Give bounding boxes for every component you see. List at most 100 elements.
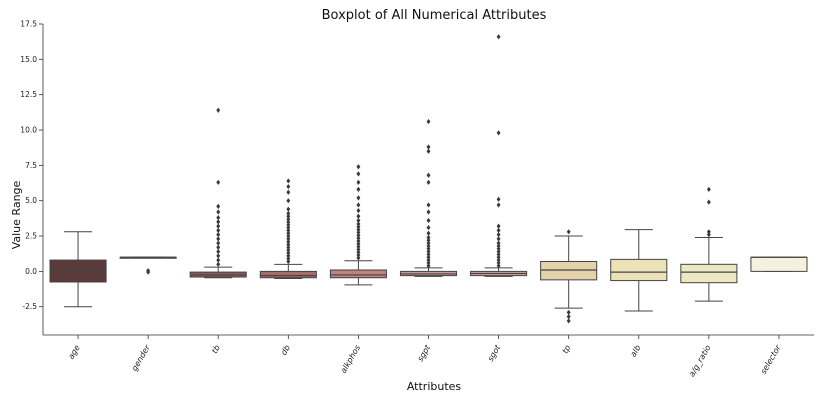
outlier-point	[426, 144, 431, 150]
outlier-point	[426, 234, 431, 241]
outlier-point	[356, 249, 361, 255]
outlier-point	[216, 179, 221, 185]
outlier-point	[426, 202, 431, 208]
outlier-point	[496, 246, 501, 252]
x-tick-label: alb	[629, 344, 643, 359]
outlier-point	[496, 240, 501, 246]
outlier-point	[356, 227, 361, 233]
box-selector	[750, 256, 808, 272]
outlier-point	[356, 235, 361, 241]
outlier-point	[496, 223, 501, 229]
outlier-point	[286, 258, 291, 265]
outlier-point	[286, 224, 291, 231]
outlier-point	[216, 227, 221, 233]
outlier-point	[216, 107, 221, 113]
outlier-point	[496, 254, 501, 260]
outlier-point	[356, 232, 361, 238]
x-tick-label: selector	[759, 343, 783, 376]
outlier-point	[426, 240, 431, 246]
outlier-point	[286, 178, 291, 184]
outlier-point	[426, 148, 431, 154]
outlier-point	[146, 268, 151, 274]
outlier-point	[356, 208, 361, 214]
outlier-point	[356, 164, 361, 170]
outlier-point	[356, 255, 361, 261]
outlier-point	[216, 223, 221, 229]
outlier-point	[356, 252, 361, 258]
outlier-point	[496, 260, 501, 266]
outlier-point	[356, 221, 361, 227]
outlier-point	[216, 203, 221, 209]
outlier-point	[706, 232, 711, 238]
x-axis-label: Attributes	[407, 380, 462, 393]
outlier-point	[496, 248, 501, 255]
outlier-point	[216, 215, 221, 221]
outlier-point	[286, 230, 291, 236]
outlier-point	[566, 229, 571, 235]
outlier-point	[216, 236, 221, 242]
outlier-point	[356, 179, 361, 185]
x-tick-label: age	[67, 343, 82, 360]
outlier-point	[426, 224, 431, 231]
box-alb	[610, 258, 668, 282]
outlier-point	[216, 253, 221, 259]
outlier-point	[286, 222, 291, 228]
outlier-point	[426, 237, 431, 243]
x-tick-label: alkphos	[339, 344, 362, 375]
box-db	[259, 270, 317, 279]
outlier-point	[496, 251, 501, 258]
outlier-point	[216, 232, 221, 238]
outlier-point	[496, 257, 501, 263]
outlier-point	[426, 243, 431, 249]
outlier-point	[496, 232, 501, 238]
outlier-point	[356, 238, 361, 244]
outlier-point	[216, 244, 221, 250]
outlier-point	[286, 213, 291, 219]
outlier-point	[286, 216, 291, 222]
outlier-point	[496, 34, 501, 40]
outlier-point	[426, 217, 431, 224]
outlier-point	[286, 183, 291, 190]
y-axis-label: Value Range	[10, 180, 23, 249]
outlier-point	[426, 257, 431, 263]
y-tick-label: 5.0	[25, 196, 37, 205]
outlier-point	[286, 236, 291, 242]
y-tick-label: 0.0	[25, 267, 37, 276]
outlier-point	[426, 172, 431, 178]
y-tick-label: 2.5	[25, 232, 37, 241]
outlier-point	[496, 236, 501, 242]
outlier-point	[286, 210, 291, 217]
outlier-point	[216, 209, 221, 215]
outlier-point	[426, 246, 431, 252]
box-a-g-ratio	[680, 263, 738, 284]
box-alkphos	[329, 269, 387, 279]
outlier-point	[286, 247, 291, 253]
outlier-point	[566, 314, 571, 320]
plot-area: -2.5 0.0 2.5 5.0 7.5 10.0 12.5 15.0 17.5 age gende…	[20, 20, 814, 378]
x-tick-label: tp	[561, 344, 573, 356]
x-tick-label: tb	[210, 344, 222, 356]
outlier-point	[356, 186, 361, 192]
outlier-point	[286, 189, 291, 195]
outlier-point	[286, 241, 291, 248]
outlier-point	[356, 195, 361, 201]
outlier-point	[286, 239, 291, 245]
outlier-point	[426, 209, 431, 215]
box-tp	[540, 260, 598, 281]
outlier-point	[356, 244, 361, 250]
outlier-point	[216, 219, 221, 225]
outlier-point	[356, 224, 361, 230]
y-tick-label: 7.5	[25, 161, 37, 170]
outlier-point	[706, 186, 711, 192]
outlier-point	[426, 248, 431, 255]
outlier-point	[216, 248, 221, 255]
y-tick-label: -2.5	[22, 302, 37, 311]
x-tick-label: db	[279, 344, 292, 357]
outlier-point	[356, 217, 361, 224]
outlier-point	[216, 240, 221, 246]
outlier-point	[356, 246, 361, 253]
outlier-point	[566, 309, 571, 315]
outlier-point	[496, 196, 501, 202]
outlier-point	[356, 202, 361, 208]
